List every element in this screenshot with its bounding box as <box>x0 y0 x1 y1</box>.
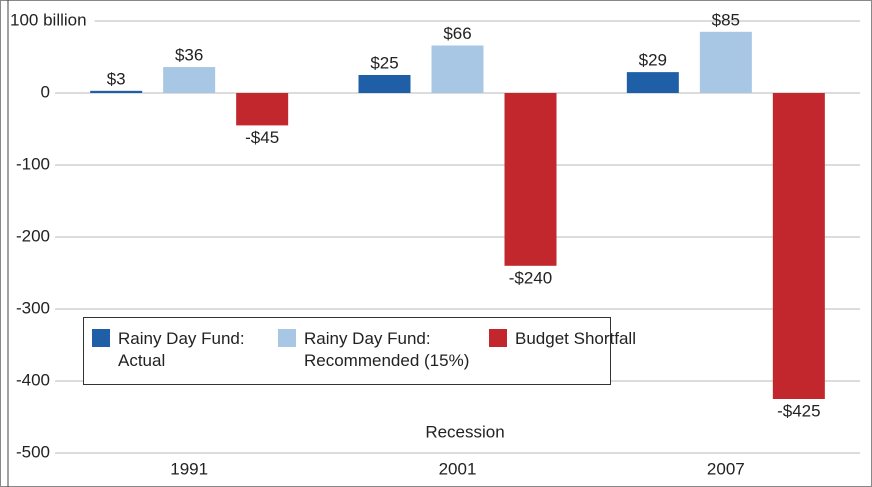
legend-label: Rainy Day Fund: Recommended (15%) <box>304 329 470 370</box>
value-label: $3 <box>107 69 126 88</box>
x-tick-label: 2007 <box>707 459 745 478</box>
x-tick-label: 2001 <box>439 459 477 478</box>
bar <box>163 67 216 93</box>
bar <box>504 93 557 266</box>
legend-swatch <box>278 329 296 347</box>
y-tick-label: 100 billion <box>10 10 87 29</box>
legend: Rainy Day Fund: Actual Rainy Day Fund: Re… <box>83 317 636 385</box>
bar <box>626 72 679 93</box>
y-tick-label: -100 <box>16 154 50 173</box>
x-tick-label: 1991 <box>170 459 208 478</box>
legend-item: Budget Shortfall <box>489 328 675 350</box>
bar <box>699 31 752 93</box>
y-tick-label: -200 <box>16 226 50 245</box>
legend-label: Budget Shortfall <box>515 329 636 348</box>
legend-item: Rainy Day Fund: Actual <box>92 328 268 372</box>
value-label: -$240 <box>509 268 552 287</box>
value-label: $36 <box>175 46 203 65</box>
value-label: $85 <box>712 10 740 29</box>
bar <box>236 93 289 126</box>
value-label: -$45 <box>245 128 279 147</box>
x-axis-label: Recession <box>425 422 504 441</box>
bar <box>90 90 143 93</box>
value-label: -$425 <box>777 401 820 420</box>
legend-item: Rainy Day Fund: Recommended (15%) <box>278 328 479 372</box>
y-tick-label: -400 <box>16 370 50 389</box>
legend-label: Rainy Day Fund: Actual <box>118 329 245 370</box>
bar <box>431 45 484 93</box>
legend-swatch <box>92 329 110 347</box>
y-tick-label: 0 <box>41 82 50 101</box>
bar <box>358 75 411 93</box>
value-label: $25 <box>370 53 398 72</box>
value-label: $29 <box>639 51 667 70</box>
value-label: $66 <box>443 24 471 43</box>
y-tick-label: -500 <box>16 442 50 461</box>
legend-swatch <box>489 329 507 347</box>
bar <box>772 93 825 399</box>
y-tick-label: -300 <box>16 298 50 317</box>
